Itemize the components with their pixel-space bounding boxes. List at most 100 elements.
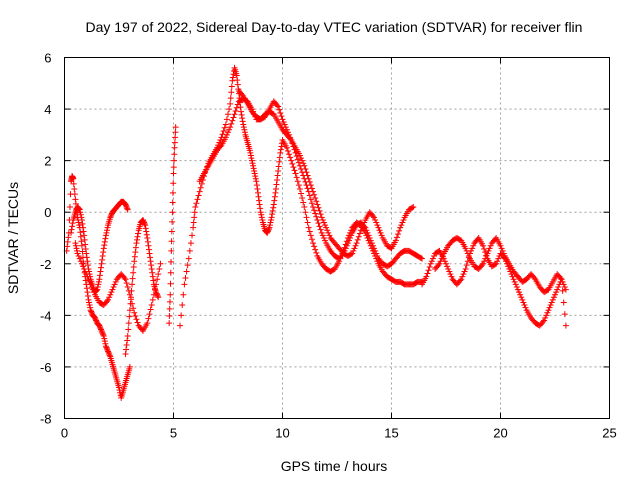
data-point [296,152,303,159]
data-point [180,291,187,298]
data-point [171,151,178,158]
data-point [547,302,554,309]
data-point [288,137,295,144]
data-point [135,230,142,237]
data-point [88,309,95,316]
x-tick-label: 25 [602,426,616,441]
data-point [146,311,153,318]
data-point [483,253,490,260]
data-point [531,274,538,281]
data-point [343,242,350,249]
data-point [395,231,402,238]
data-point [511,278,518,285]
data-point [75,219,82,226]
data-point [257,205,264,212]
data-point [275,163,282,170]
data-point [480,242,487,249]
data-point [170,180,177,187]
data-point [458,276,465,283]
data-point [130,305,137,312]
data-point [513,283,520,290]
data-point [410,204,417,211]
data-point [517,291,524,298]
data-point [299,195,306,202]
data-point [92,314,99,321]
data-point [96,323,103,330]
data-point [234,101,241,108]
data-point [80,228,87,235]
data-point [409,204,416,211]
data-point [438,255,445,262]
data-point [169,218,176,225]
data-point [317,226,324,233]
data-point [554,286,561,293]
data-point [257,209,264,216]
data-point [287,134,294,141]
data-point [70,180,77,187]
data-point [265,227,272,234]
data-point [349,250,356,257]
data-point [273,181,280,188]
data-point [289,140,296,147]
data-point [363,227,370,234]
data-point [373,250,380,257]
data-point [519,296,526,303]
data-point [97,325,104,332]
data-point [78,214,85,221]
y-tick-label: -6 [40,360,52,375]
data-point [140,218,147,225]
data-point [553,289,560,296]
data-point [315,204,322,211]
data-point [78,260,85,267]
x-axis-label: GPS time / hours [281,458,388,474]
data-point [259,216,266,223]
data-point [516,289,523,296]
data-point [134,319,141,326]
data-point [281,121,288,128]
data-point [126,291,133,298]
data-point [134,233,141,240]
data-point [172,124,179,131]
data-point [300,172,307,179]
data-point [497,242,504,249]
data-point [78,242,85,249]
data-point [145,242,152,249]
data-point [149,269,156,276]
data-point [87,304,94,311]
data-point [81,236,88,243]
data-point [100,245,107,252]
data-point [84,258,91,265]
data-point [239,115,246,122]
data-point [348,251,355,258]
data-point [191,209,198,216]
data-point [100,332,107,339]
data-point [128,287,135,294]
data-point [124,283,131,290]
data-point [288,157,295,164]
data-point [240,124,247,131]
data-point [157,260,164,267]
data-point [312,246,319,253]
data-point [148,265,155,272]
data-point [105,296,112,303]
data-point [76,205,83,212]
data-point [459,273,466,280]
series-sat-h [235,88,426,270]
data-point [81,265,88,272]
data-point [102,343,109,350]
data-point [396,227,403,234]
data-point [398,222,405,229]
data-point [251,170,258,177]
data-point [122,276,129,283]
data-point [392,237,399,244]
data-point [397,224,404,231]
data-point [227,124,234,131]
data-point [122,201,129,208]
data-point [348,232,355,239]
data-point [308,200,315,207]
data-point [319,232,326,239]
data-point [229,117,236,124]
data-point [299,169,306,176]
data-point [233,104,240,111]
